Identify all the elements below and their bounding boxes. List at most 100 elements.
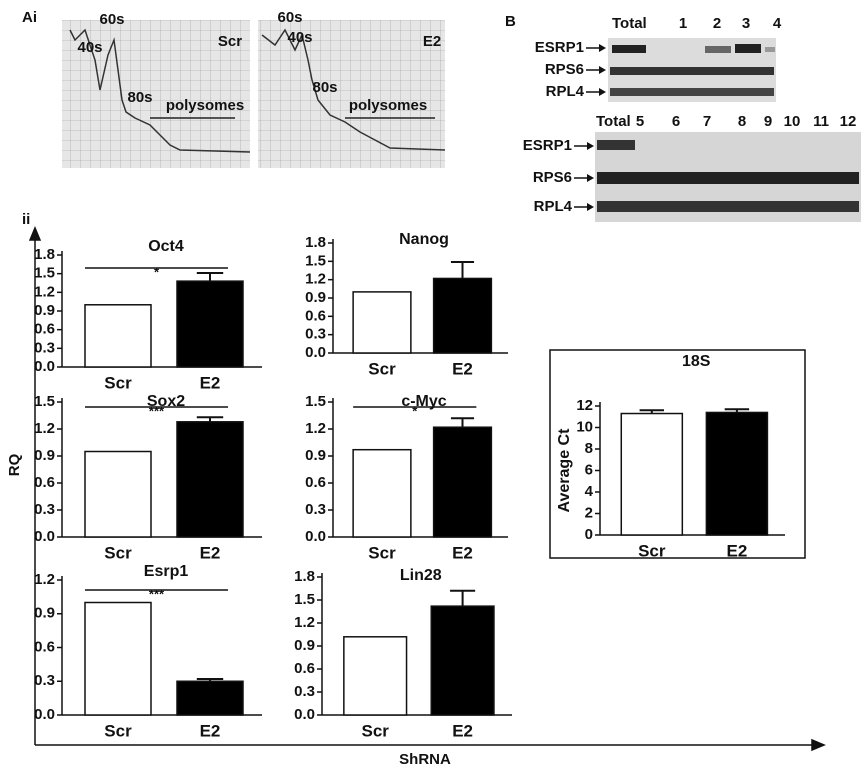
y-tick-label: 1.5	[34, 265, 55, 282]
arrow-head	[587, 142, 594, 150]
significance-label: ***	[149, 586, 165, 601]
error-bar	[450, 591, 475, 606]
lane-label: 8	[738, 113, 746, 130]
chart-title: Nanog	[399, 231, 449, 248]
y-tick-label: 0.9	[34, 302, 55, 319]
lane-label: 10	[784, 113, 801, 130]
lane-label: 5	[636, 113, 644, 130]
y-tick-label: 0.6	[34, 638, 55, 655]
x-tick-label: Scr	[104, 373, 132, 392]
y-tick-label: 0.6	[305, 474, 326, 491]
protein-label: RPL4	[546, 83, 585, 100]
arrow-head	[599, 44, 606, 52]
protein-label: ESRP1	[535, 39, 584, 56]
condition-label: Scr	[218, 33, 242, 50]
arrow-head	[587, 174, 594, 182]
lane-label: 3	[742, 15, 750, 32]
y-tick-label: 1.5	[305, 393, 326, 410]
y-tick-label: 0.6	[34, 474, 55, 491]
trace-panel	[258, 20, 445, 168]
lane-label: 11	[813, 113, 829, 130]
y-tick-label: 0.9	[305, 447, 326, 464]
blot	[595, 132, 861, 222]
x-tick-label: Scr	[104, 721, 132, 740]
x-tick-label: E2	[452, 359, 473, 378]
y-axis-label: Average Ct	[556, 428, 573, 513]
peak-label: 60s	[277, 9, 302, 26]
x-tick-label: Scr	[368, 543, 396, 562]
bar	[177, 281, 243, 367]
y-tick-label: 1.5	[34, 393, 55, 410]
y-tick-label: 0.3	[294, 683, 315, 700]
bar	[344, 637, 407, 715]
y-tick-label: 0.0	[305, 528, 326, 545]
x-tick-label: Scr	[638, 541, 666, 560]
significance-label: *	[154, 264, 160, 279]
blot	[608, 38, 776, 102]
y-tick-label: 1.2	[34, 420, 55, 437]
axis-label: RQ	[6, 453, 23, 476]
x-tick-label: E2	[452, 543, 473, 562]
region-label: polysomes	[166, 97, 244, 114]
y-tick-label: 1.5	[294, 591, 315, 608]
y-tick-label: 1.2	[305, 271, 326, 288]
y-tick-label: 0.0	[305, 344, 326, 361]
y-tick-label: 1.2	[294, 614, 315, 631]
lane-label: 12	[840, 113, 857, 130]
arrow-head	[587, 203, 594, 211]
y-tick-label: 0.0	[34, 706, 55, 723]
lane-label: 7	[703, 113, 711, 130]
figure: AiiiBRQShRNAScr40s60s80spolysomesE240s60…	[0, 0, 864, 770]
lane-label: 4	[773, 15, 782, 32]
chart-title: Oct4	[148, 238, 184, 255]
bar	[177, 681, 243, 715]
y-tick-label: 1.2	[34, 571, 55, 588]
y-tick-label: 10	[576, 418, 593, 435]
region-label: polysomes	[349, 97, 427, 114]
y-tick-label: 1.2	[34, 283, 55, 300]
bar	[85, 603, 151, 716]
x-tick-label: E2	[727, 541, 748, 560]
axis-label: ShRNA	[399, 751, 451, 768]
y-tick-label: 8	[585, 440, 593, 457]
y-tick-label: 0	[585, 526, 593, 543]
significance-label: ***	[149, 403, 165, 418]
error-bar	[451, 262, 474, 279]
x-tick-label: Scr	[361, 721, 389, 740]
lane-label: 2	[713, 15, 721, 32]
bar	[177, 422, 243, 537]
bar	[85, 452, 151, 538]
y-tick-label: 0.0	[294, 706, 315, 723]
y-tick-label: 1.8	[294, 568, 315, 585]
panel-label: Ai	[22, 9, 37, 26]
y-tick-label: 0.9	[294, 637, 315, 654]
y-tick-label: 0.3	[34, 501, 55, 518]
panel-label: ii	[22, 211, 30, 228]
peak-label: 40s	[77, 39, 102, 56]
lane-label: 1	[679, 15, 687, 32]
y-tick-label: 0.9	[34, 605, 55, 622]
y-tick-label: 0.3	[305, 326, 326, 343]
x-tick-label: E2	[200, 543, 221, 562]
lane-label: Total	[612, 15, 647, 32]
arrow-head	[599, 88, 606, 96]
error-bar	[451, 418, 474, 427]
lane-label: 9	[764, 113, 772, 130]
panel-label: B	[505, 13, 516, 30]
chart-title: Lin28	[400, 567, 442, 584]
bar	[434, 427, 492, 537]
y-tick-label: 0.6	[305, 307, 326, 324]
y-tick-label: 4	[585, 483, 594, 500]
y-tick-label: 0.9	[34, 447, 55, 464]
bar	[621, 414, 682, 535]
y-tick-label: 0.3	[34, 672, 55, 689]
bar	[434, 278, 492, 353]
bar	[353, 292, 411, 353]
y-tick-label: 2	[585, 504, 593, 521]
protein-label: RPS6	[533, 169, 572, 186]
peak-label: 80s	[127, 89, 152, 106]
y-tick-label: 1.5	[305, 252, 326, 269]
protein-label: RPS6	[545, 61, 584, 78]
y-tick-label: 0.9	[305, 289, 326, 306]
peak-label: 80s	[312, 79, 337, 96]
